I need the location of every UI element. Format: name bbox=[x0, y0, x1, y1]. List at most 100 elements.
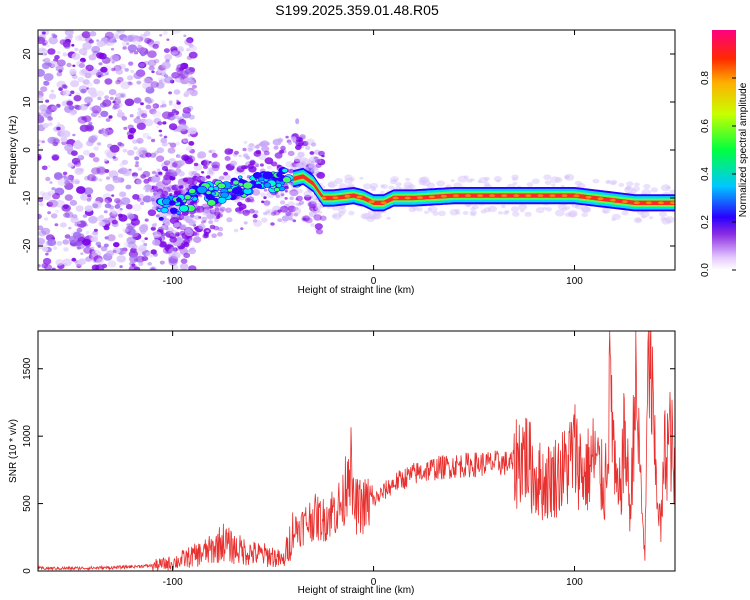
noise-blob bbox=[305, 217, 313, 224]
noise-blob bbox=[56, 51, 61, 55]
noise-blob bbox=[77, 162, 81, 165]
noise-blob bbox=[219, 206, 226, 212]
noise-blob bbox=[203, 165, 208, 170]
ridge-highlight bbox=[670, 201, 675, 205]
noise-blob bbox=[38, 116, 45, 124]
noise-blob bbox=[167, 147, 176, 154]
noise-blob bbox=[44, 217, 49, 221]
noise-blob bbox=[87, 102, 91, 105]
noise-blob bbox=[86, 198, 92, 202]
noise-blob bbox=[118, 233, 124, 238]
ridge-haze bbox=[665, 185, 671, 190]
noise-blob bbox=[150, 267, 156, 270]
ridge-highlight bbox=[477, 194, 484, 198]
noise-blob bbox=[38, 95, 44, 103]
noise-blob bbox=[297, 151, 305, 158]
noise-blob bbox=[214, 211, 221, 217]
noise-blob bbox=[114, 34, 121, 39]
ridge-speck bbox=[156, 208, 162, 212]
noise-blob bbox=[149, 266, 157, 270]
ridge-highlight bbox=[453, 194, 459, 198]
noise-blob bbox=[191, 180, 198, 185]
ridge-haze bbox=[296, 189, 303, 194]
y-tick-label: 1000 bbox=[22, 425, 33, 448]
noise-blob bbox=[38, 197, 44, 203]
noise-blob bbox=[184, 157, 194, 165]
noise-blob bbox=[135, 179, 142, 185]
x-tick-label: -100 bbox=[163, 276, 183, 287]
noise-blob bbox=[38, 202, 44, 207]
noise-blob bbox=[122, 250, 127, 254]
ridge-haze bbox=[450, 179, 455, 183]
ridge-highlight bbox=[561, 194, 568, 198]
ridge-haze bbox=[466, 178, 473, 183]
noise-blob bbox=[40, 86, 48, 92]
noise-blob bbox=[71, 150, 78, 156]
noise-blob bbox=[162, 31, 168, 35]
noise-blob bbox=[79, 167, 85, 172]
noise-blob bbox=[294, 206, 299, 211]
noise-blob bbox=[57, 59, 66, 67]
noise-blob bbox=[41, 263, 48, 269]
noise-blob bbox=[288, 169, 295, 174]
noise-blob bbox=[38, 143, 41, 147]
noise-blob bbox=[71, 52, 81, 61]
colorbar-tick-label: 0.2 bbox=[700, 215, 711, 229]
noise-blob bbox=[126, 223, 130, 227]
ridge-haze bbox=[550, 183, 556, 187]
noise-blob bbox=[150, 249, 157, 255]
noise-blob bbox=[45, 108, 53, 115]
noise-blob bbox=[136, 122, 146, 130]
noise-blob bbox=[79, 57, 86, 63]
noise-blob bbox=[180, 224, 187, 230]
noise-blob bbox=[108, 89, 117, 96]
noise-blob bbox=[78, 258, 87, 265]
ridge-haze bbox=[610, 181, 616, 186]
noise-blob bbox=[164, 54, 173, 61]
noise-blob bbox=[198, 223, 206, 230]
noise-blob bbox=[238, 209, 245, 214]
noise-blob bbox=[183, 81, 187, 84]
noise-blob bbox=[145, 86, 155, 94]
noise-blob bbox=[73, 141, 83, 150]
noise-blob bbox=[131, 172, 138, 178]
noise-blob bbox=[177, 160, 185, 167]
noise-blob bbox=[109, 54, 120, 63]
noise-blob bbox=[68, 235, 78, 244]
noise-blob bbox=[127, 149, 135, 156]
noise-blob bbox=[141, 239, 146, 243]
noise-blob bbox=[83, 187, 94, 195]
noise-blob bbox=[173, 265, 179, 270]
noise-blob bbox=[184, 138, 188, 141]
noise-blob bbox=[104, 236, 109, 240]
noise-blob bbox=[188, 265, 197, 270]
noise-blob bbox=[285, 135, 289, 139]
ridge-highlight bbox=[440, 194, 447, 198]
ridge-highlight bbox=[392, 196, 399, 200]
snr-frame bbox=[37, 330, 676, 572]
ridge-haze bbox=[299, 157, 307, 163]
noise-blob bbox=[64, 211, 74, 219]
noise-blob bbox=[45, 252, 49, 256]
noise-blob bbox=[62, 171, 68, 176]
ridge-speck bbox=[168, 200, 176, 206]
ridge-speck bbox=[169, 207, 178, 214]
noise-blob bbox=[233, 228, 239, 233]
noise-blob bbox=[270, 211, 277, 216]
noise-blob bbox=[105, 176, 111, 180]
noise-blob bbox=[64, 144, 74, 152]
noise-blob bbox=[174, 188, 183, 195]
noise-blob bbox=[144, 218, 149, 222]
noise-blob bbox=[61, 84, 67, 89]
noise-blob bbox=[67, 174, 75, 180]
noise-blob bbox=[113, 32, 119, 37]
noise-blob bbox=[55, 259, 64, 266]
noise-blob bbox=[171, 162, 178, 168]
ridge-haze bbox=[403, 181, 413, 189]
ridge-haze bbox=[568, 210, 578, 217]
ridge-haze bbox=[621, 210, 629, 216]
noise-blob bbox=[196, 176, 202, 181]
noise-blob bbox=[103, 210, 108, 214]
noise-blob bbox=[182, 107, 191, 114]
